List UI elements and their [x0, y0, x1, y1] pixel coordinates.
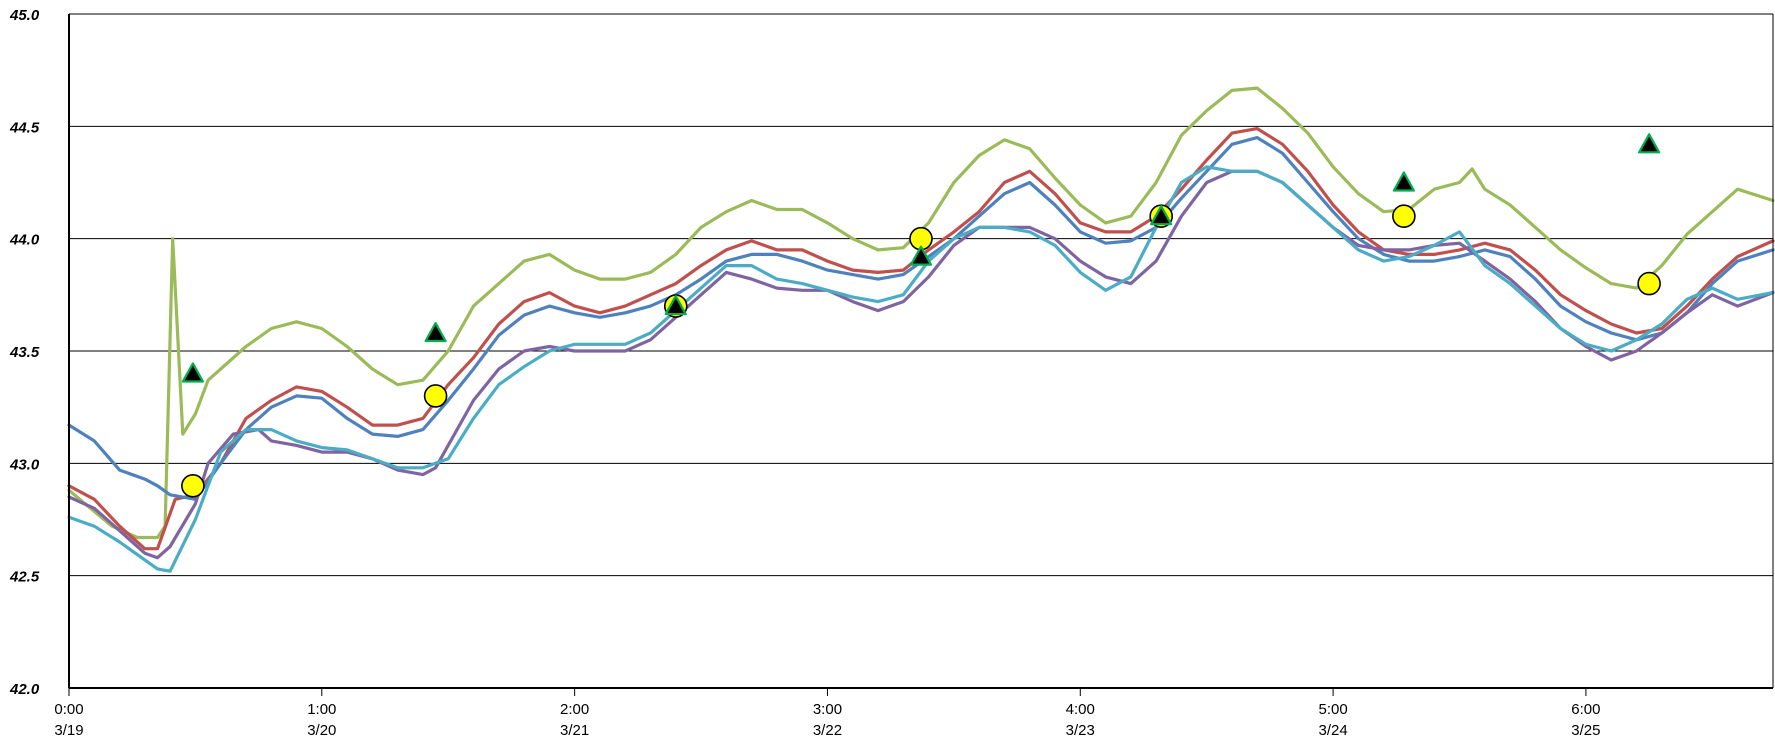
series-line-4 — [67, 169, 1775, 560]
x-tick-time-label: 3:00 — [813, 701, 842, 718]
x-tick-date-label: 3/22 — [813, 722, 842, 739]
y-tick-label: 42.5 — [9, 569, 40, 586]
triangle-marker — [909, 245, 933, 266]
series-layer — [67, 86, 1775, 573]
series-line-3 — [67, 136, 1775, 501]
x-tick-date-label: 3/20 — [307, 722, 336, 739]
triangle-marker — [1150, 205, 1173, 226]
series-line-2 — [67, 127, 1775, 551]
y-tick-label: 44.0 — [9, 232, 40, 249]
grid-layer — [69, 13, 1773, 689]
label-layer: 42.0 42.5 43.0 43.5 44.0 44.5 45.0 0:00 3/19 1:00… — [9, 7, 1601, 739]
triangle-marker — [1392, 171, 1415, 192]
y-tick-label: 43.5 — [9, 344, 40, 361]
x-tick-date-label: 3/24 — [1318, 722, 1347, 739]
x-tick-time-label: 1:00 — [307, 701, 336, 718]
circle-marker — [181, 473, 205, 498]
circle-marker — [1392, 204, 1416, 228]
marker-layer — [181, 133, 1661, 498]
x-tick-time-label: 2:00 — [560, 701, 589, 718]
x-tick-time-label: 4:00 — [1066, 701, 1095, 718]
x-tick-date-label: 3/25 — [1571, 722, 1600, 739]
x-tick-date-label: 3/21 — [560, 722, 589, 739]
x-tick-date-label: 3/19 — [54, 722, 83, 739]
y-tick-label: 42.0 — [9, 681, 40, 698]
y-tick-label: 43.0 — [9, 456, 40, 473]
series-line-5 — [67, 165, 1775, 573]
y-tick-label: 44.5 — [9, 119, 40, 136]
x-tick-time-label: 0:00 — [54, 701, 83, 718]
triangle-marker — [424, 321, 447, 343]
triangle-marker — [181, 362, 204, 383]
x-tick-date-label: 3/23 — [1066, 722, 1095, 739]
x-tick-time-label: 5:00 — [1318, 701, 1347, 718]
axis-layer — [68, 14, 1774, 696]
circle-marker — [423, 384, 448, 408]
circle-marker — [1637, 271, 1661, 296]
series-line-1 — [67, 86, 1775, 540]
triangle-marker — [1638, 133, 1661, 154]
y-tick-label: 45.0 — [9, 7, 40, 24]
x-tick-time-label: 6:00 — [1571, 701, 1600, 718]
triangle-marker — [664, 294, 687, 316]
